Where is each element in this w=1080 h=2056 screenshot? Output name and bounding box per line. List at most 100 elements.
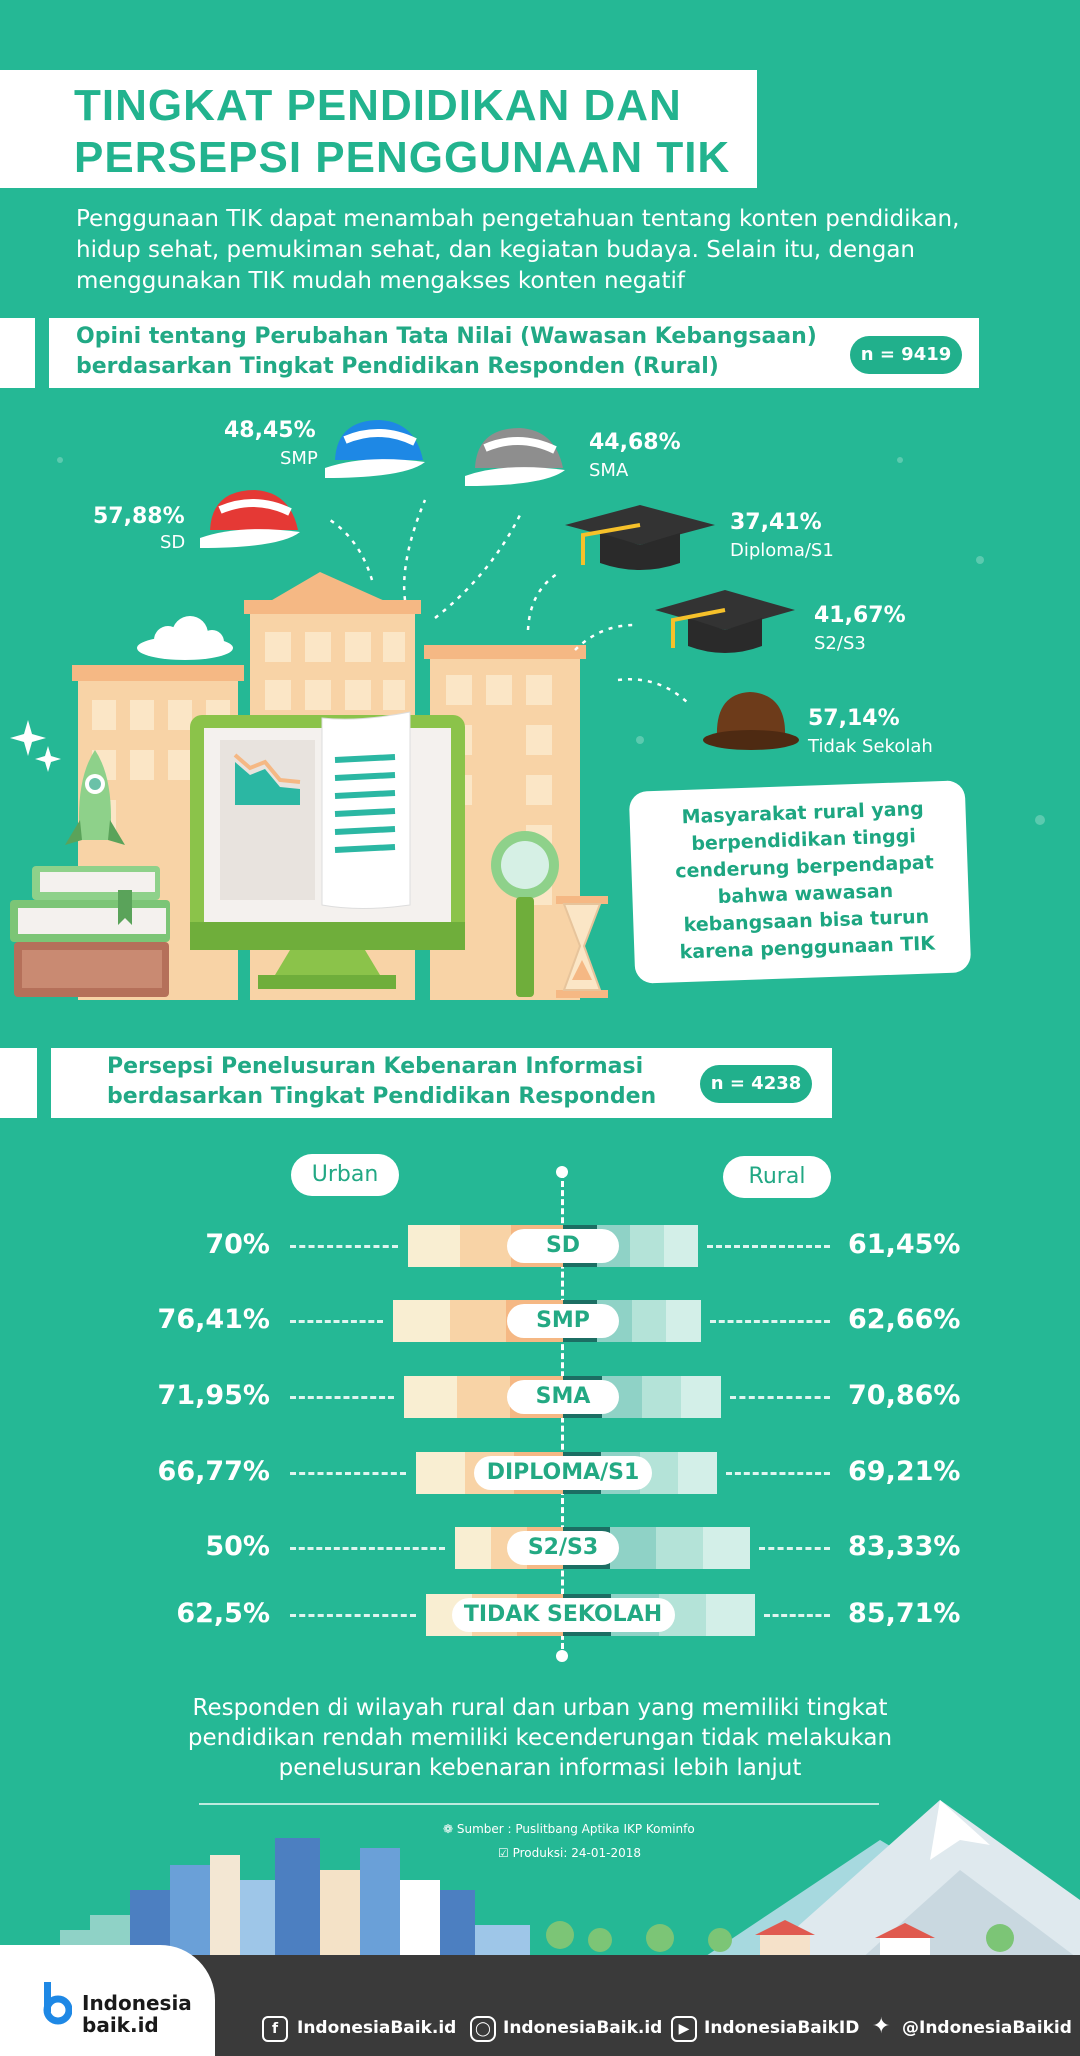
rural-bar-segment [630,1225,665,1267]
sample-size-badge: n = 9419 [850,336,962,374]
instagram-icon[interactable]: ◯ [470,2016,496,2042]
facebook-link[interactable]: IndonesiaBaik.id [297,2018,457,2038]
pct-tidak-sekolah: 57,14% [808,706,900,731]
cap-icon-smp [325,420,425,478]
pct-smp: 48,45% [224,418,316,443]
rural-bar-segment [680,1376,721,1418]
education-level-label: S2/S3 [507,1531,619,1565]
urban-bar-segment [449,1300,508,1342]
section2-tab [0,1048,37,1118]
rural-bar-segment [702,1527,750,1569]
rural-leader-line [710,1320,830,1323]
label-s2s3: S2/S3 [814,633,866,654]
page-title: TINGKAT PENDIDIKAN DAN PERSEPSI PENGGUNA… [74,80,730,184]
urban-value: 50% [205,1531,270,1562]
logo-line-1: Indonesia [82,1991,192,2015]
cloud-icon [137,616,233,660]
section1-header [49,318,979,388]
callout-text: Masyarakat rural yang berpendidikan ting… [674,797,936,964]
sparkle-icon [10,720,46,756]
rural-value: 62,66% [848,1304,961,1335]
label-smp: SMP [280,448,318,469]
rural-value: 69,21% [848,1456,961,1487]
rural-leader-line [730,1396,830,1399]
youtube-icon[interactable]: ▶ [671,2016,697,2042]
urban-leader-line [290,1547,445,1550]
title-box [0,70,757,188]
section2-title: Persepsi Penelusuran Kebenaran Informasi… [107,1052,656,1112]
production-line: ☑ Produksi: 24-01-2018 [498,1846,641,1860]
rural-bar-segment [656,1527,704,1569]
monitor-icon [190,711,465,989]
rural-value: 83,33% [848,1531,961,1562]
cityscape-illustration [60,1800,1080,1960]
urban-leader-line [290,1396,394,1399]
closing-divider [199,1803,879,1805]
source-line: ❁ Sumber : Puslitbang Aptika IKP Kominfo [443,1822,695,1836]
logo-text: Indonesia baik.id [82,1992,192,2036]
urban-leader-line [290,1472,406,1475]
rural-label: Rural [723,1156,831,1198]
label-tidak-sekolah: Tidak Sekolah [808,736,933,757]
calendar-icon: ☑ [498,1846,509,1860]
education-illustration [10,420,1045,1000]
graduation-cap-icon-s2s3 [655,590,795,653]
section1-title-line-2: berdasarkan Tingkat Pendidikan Responden… [76,354,719,379]
rural-bar-segment [706,1594,755,1636]
label-sd: SD [160,532,186,553]
title-line-1: TINGKAT PENDIDIKAN DAN [74,81,682,130]
section1-title-line-1: Opini tentang Perubahan Tata Nilai (Wawa… [76,324,817,349]
source-text: Sumber : Puslitbang Aptika IKP Kominfo [456,1822,695,1836]
urban-bar-segment [416,1452,466,1494]
urban-value: 62,5% [176,1598,270,1629]
axis-dot-top [556,1166,568,1178]
books-icon [10,866,170,997]
youtube-link[interactable]: IndonesiaBaikID [704,2018,860,2038]
urban-bar-segment [455,1527,492,1569]
pct-s2s3: 41,67% [814,603,906,628]
intro-text: Penggunaan TIK dapat menambah pengetahua… [76,206,960,294]
rural-bar-segment [631,1300,667,1342]
rural-leader-line [764,1614,830,1617]
magnifier-icon [491,831,559,997]
urban-bar-segment [393,1300,451,1342]
label-sma: SMA [589,460,629,481]
axis-dot-bottom [556,1650,568,1662]
urban-bar-segment [408,1225,461,1267]
rural-leader-line [759,1547,830,1550]
sample-size-badge-2: n = 4238 [700,1065,812,1103]
rural-leader-line [707,1245,830,1248]
education-level-label: SMA [507,1380,619,1414]
rocket-icon [65,750,125,845]
rural-bar-segment [677,1452,717,1494]
rural-value: 61,45% [848,1229,961,1260]
pct-sd: 57,88% [93,504,185,529]
urban-leader-line [290,1614,416,1617]
twitter-icon[interactable]: ✦ [872,2014,891,2039]
education-level-label: TIDAK SEKOLAH [451,1598,675,1632]
section1-title: Opini tentang Perubahan Tata Nilai (Wawa… [76,322,817,382]
section2-title-line-1: Persepsi Penelusuran Kebenaran Informasi [107,1054,644,1079]
education-level-label: SMP [507,1304,619,1338]
urban-leader-line [290,1245,398,1248]
closing-text: Responden di wilayah rural dan urban yan… [187,1695,893,1781]
instagram-link[interactable]: IndonesiaBaik.id [503,2018,663,2038]
label-diploma: Diploma/S1 [730,540,834,561]
urban-value: 76,41% [157,1304,270,1335]
facebook-icon[interactable]: f [262,2016,288,2042]
rural-bar-segment [665,1300,701,1342]
cap-icon-sma [465,428,565,486]
twitter-link[interactable]: @IndonesiaBaikid [902,2018,1072,2038]
urban-label: Urban [291,1154,399,1196]
rural-bar-segment [641,1376,682,1418]
logo-icon [40,1982,73,2026]
urban-bar-segment [459,1225,513,1267]
urban-bar-segment [457,1376,511,1418]
urban-bar-segment [404,1376,458,1418]
urban-value: 70% [205,1229,270,1260]
section2-title-line-2: berdasarkan Tingkat Pendidikan Responden [107,1084,657,1109]
leaf-icon: ❁ [443,1822,454,1836]
urban-value: 66,77% [157,1456,270,1487]
education-level-label: DIPLOMA/S1 [474,1456,652,1490]
pct-sma: 44,68% [589,430,681,455]
